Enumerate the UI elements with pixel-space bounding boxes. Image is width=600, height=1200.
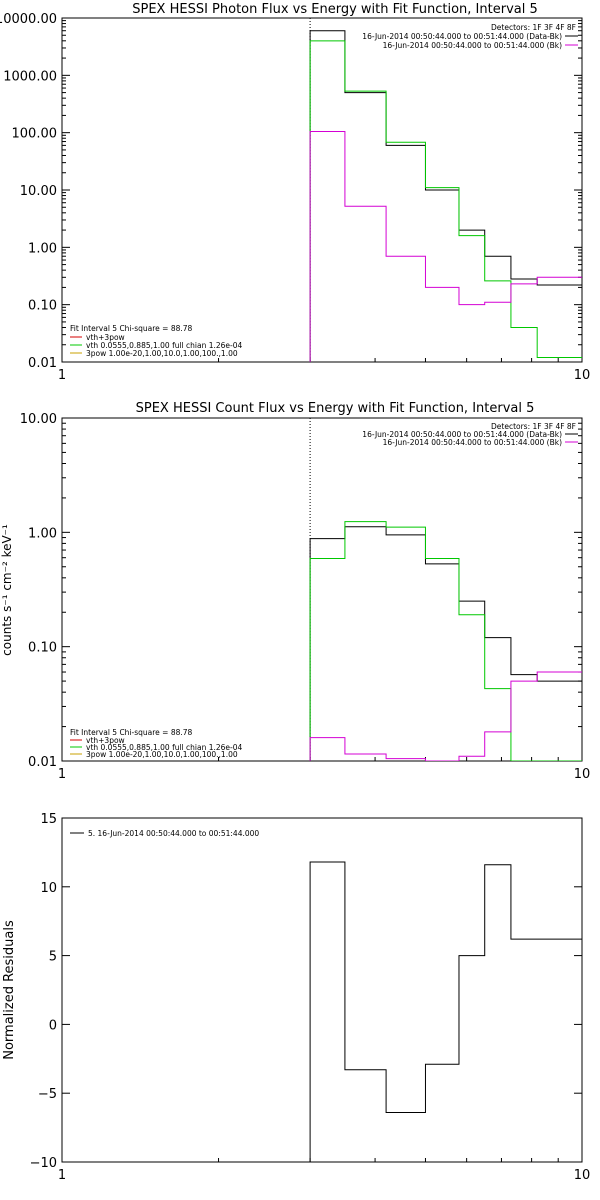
legend-entry-label: vth+3pow [86, 333, 125, 342]
y-tick-label: 0.01 [28, 755, 57, 770]
plot-frame [61, 817, 583, 1163]
series-line [309, 671, 582, 761]
series-line [309, 30, 582, 362]
y-axis-ticks: −10 −5 0 5 10 15 [30, 812, 582, 1171]
y-axis-label: Normalized Residuals [2, 920, 17, 1060]
legend-entry-label: 16-Jun-2014 00:50:44.000 to 00:51:44.000… [362, 430, 562, 439]
legend-header: Fit Interval 5 Chi-square = 88.78 [70, 728, 193, 737]
x-tick-label: 10 [574, 1168, 591, 1183]
legend-header: Detectors: 1F 3F 4F 8F [491, 422, 576, 431]
y-tick-label: −10 [30, 1156, 57, 1171]
legend-entry-label: 16-Jun-2014 00:50:44.000 to 00:51:44.000… [383, 438, 562, 447]
y-tick-label: 15 [40, 812, 57, 827]
y-tick-label: 1.00 [28, 526, 57, 541]
chart-title: SPEX HESSI Count Flux vs Energy with Fit… [136, 401, 535, 416]
photon-flux-panel: SPEX HESSI Photon Flux vs Energy with Fi… [0, 2, 590, 383]
legend-top-right: Detectors: 1F 3F 4F 8F 16-Jun-2014 00:50… [362, 422, 578, 447]
y-tick-label: 10.00 [20, 412, 57, 427]
legend-bottom-left: Fit Interval 5 Chi-square = 88.78 vth+3p… [70, 324, 243, 358]
plot-frame [61, 17, 583, 363]
y-axis-ticks: 0.01 0.10 1.00 10.00 100.00 1000.00 10000.00 [0, 12, 582, 371]
legend-top-right: Detectors: 1F 3F 4F 8F 16-Jun-2014 00:50… [362, 23, 578, 50]
legend-entry-label: 16-Jun-2014 00:50:44.000 to 00:51:44.000… [383, 41, 562, 50]
x-axis-ticks: 1 10 [58, 1154, 590, 1183]
y-tick-label: 100.00 [12, 127, 58, 142]
y-tick-label: 0.10 [28, 641, 57, 656]
series-line [309, 526, 582, 761]
x-tick-label: 1 [58, 767, 66, 782]
y-tick-label: 1.00 [28, 241, 57, 256]
plot-marks [309, 18, 582, 362]
x-axis-ticks: 1 10 [58, 354, 590, 383]
count-flux-panel: SPEX HESSI Count Flux vs Energy with Fit… [0, 401, 590, 782]
y-tick-label: 0.10 [28, 299, 57, 314]
legend-bottom-left: Fit Interval 5 Chi-square = 88.78 vth+3p… [70, 728, 243, 759]
x-tick-label: 1 [58, 368, 66, 383]
y-tick-label: 1000.00 [3, 69, 57, 84]
legend-entry-label: 5. 16-Jun-2014 00:50:44.000 to 00:51:44.… [88, 829, 259, 838]
plot-marks [309, 418, 582, 761]
legend-entry-label: 3pow 1.00e-20,1.00,10.0,1.00,100.,1.00 [86, 750, 238, 759]
legend-entry-label: vth 0.0555,0.885,1.00 full chian 1.26e-0… [86, 341, 243, 350]
plot-frame [61, 417, 583, 762]
series-line [309, 861, 582, 1162]
legend-entry-label: 3pow 1.00e-20,1.00,10.0,1.00,100.,1.00 [86, 349, 238, 358]
x-tick-label: 1 [58, 1168, 66, 1183]
y-tick-label: 10.00 [20, 184, 57, 199]
chart-title: SPEX HESSI Photon Flux vs Energy with Fi… [132, 2, 538, 17]
legend-entry-label: vth 0.0555,0.885,1.00 full chian 1.26e-0… [86, 743, 243, 752]
series-line [309, 40, 582, 362]
series-line [309, 521, 582, 761]
y-tick-label: 0.01 [28, 356, 57, 371]
y-tick-label: 10 [40, 881, 57, 896]
x-tick-label: 10 [574, 368, 591, 383]
residuals-panel: Normalized Residuals −10 −5 0 5 10 15 1 10 5. … [2, 812, 590, 1183]
y-tick-label: 10000.00 [0, 12, 57, 27]
y-axis-label: counts s⁻¹ cm⁻² keV⁻¹ [0, 524, 14, 656]
legend-header: Detectors: 1F 3F 4F 8F [491, 23, 576, 32]
legend-entry-label: vth+3pow [86, 736, 125, 745]
y-axis-ticks: 0.01 0.10 1.00 10.00 [20, 412, 582, 770]
y-tick-label: 5 [49, 950, 57, 965]
y-tick-label: −5 [38, 1087, 57, 1102]
series-line [309, 130, 582, 362]
legend-top-left: 5. 16-Jun-2014 00:50:44.000 to 00:51:44.… [70, 829, 259, 838]
x-tick-label: 10 [574, 767, 591, 782]
y-tick-label: 0 [49, 1018, 57, 1033]
legend-header: Fit Interval 5 Chi-square = 88.78 [70, 324, 193, 333]
plot-marks [309, 861, 582, 1162]
legend-entry-label: 16-Jun-2014 00:50:44.000 to 00:51:44.000… [362, 32, 562, 41]
